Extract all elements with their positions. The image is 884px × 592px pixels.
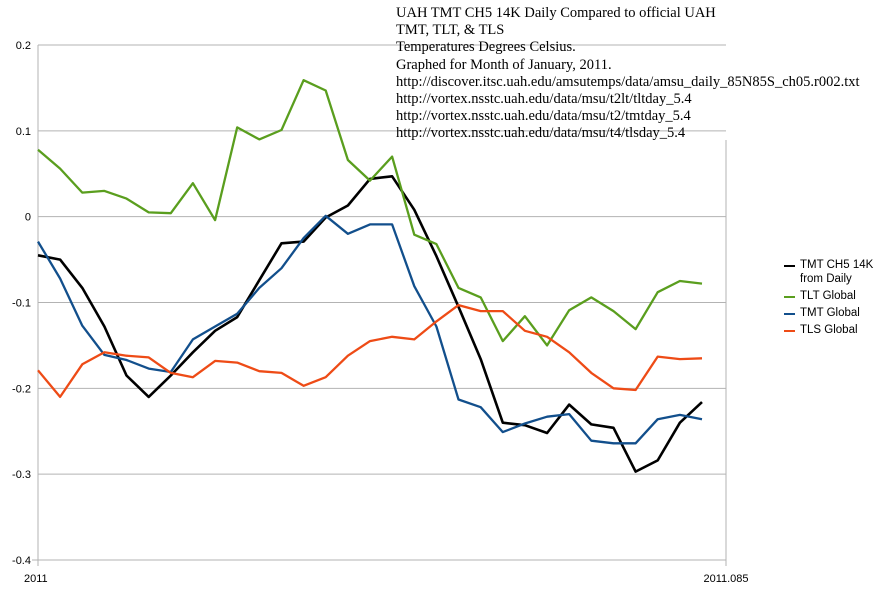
title-line-6: http://vortex.nsstc.uah.edu/data/msu/t2l… bbox=[396, 91, 692, 108]
legend-label-tmt-global: TMT Global bbox=[800, 307, 860, 319]
legend-swatch-tmt-ch5 bbox=[784, 265, 795, 267]
title-line-4: Graphed for Month of January, 2011. bbox=[396, 56, 612, 73]
legend-label-tls-global: TLS Global bbox=[800, 324, 858, 336]
x-tick-labels: 2011 2011.085 bbox=[24, 573, 749, 585]
title-line-7: http://vortex.nsstc.uah.edu/data/msu/t2/… bbox=[396, 108, 691, 125]
series-line-0 bbox=[37, 175, 703, 473]
title-line-8: http://vortex.nsstc.uah.edu/data/msu/t4/… bbox=[396, 125, 686, 142]
legend-item-tmt-global: TMT Global bbox=[784, 306, 884, 320]
series-line-3 bbox=[37, 303, 703, 399]
y-tick-label-6: -0.4 bbox=[12, 555, 31, 567]
legend-item-tlt-global: TLT Global bbox=[784, 289, 884, 303]
title-line-2: TMT, TLT, & TLS bbox=[396, 22, 505, 39]
y-tick-label-0: 0.2 bbox=[16, 40, 31, 52]
legend-swatch-tls-global bbox=[784, 330, 795, 332]
chart-title-block: UAH TMT CH5 14K Daily Compared to offici… bbox=[396, 5, 860, 143]
y-tick-labels: 0.2 0.1 0 -0.1 -0.2 -0.3 -0.4 bbox=[12, 40, 31, 567]
y-tick-label-2: 0 bbox=[25, 212, 31, 224]
y-tick-label-4: -0.2 bbox=[12, 383, 31, 395]
legend-label-tlt-global: TLT Global bbox=[800, 290, 856, 302]
axes bbox=[32, 45, 727, 566]
x-tick-label-1: 2011.085 bbox=[703, 573, 748, 585]
series-line-1 bbox=[37, 79, 703, 347]
legend-item-tls-global: TLS Global bbox=[784, 323, 884, 337]
legend-swatch-tlt-global bbox=[784, 296, 795, 298]
series-lines bbox=[37, 79, 703, 473]
y-tick-label-5: -0.3 bbox=[12, 469, 31, 481]
y-tick-label-1: 0.1 bbox=[16, 126, 31, 138]
title-line-5: http://discover.itsc.uah.edu/amsutemps/d… bbox=[396, 73, 860, 90]
title-line-1: UAH TMT CH5 14K Daily Compared to offici… bbox=[396, 5, 716, 21]
legend-label-tmt-ch5: TMT CH5 14K from Daily bbox=[800, 259, 874, 285]
y-tick-label-3: -0.1 bbox=[12, 298, 31, 310]
legend-item-tmt-ch5: TMT CH5 14K from Daily bbox=[784, 258, 884, 286]
x-tick-label-0: 2011 bbox=[24, 573, 48, 585]
legend: TMT CH5 14K from Daily TLT Global TMT Gl… bbox=[784, 258, 884, 340]
title-line-3: Temperatures Degrees Celsius. bbox=[396, 39, 576, 56]
legend-swatch-tmt-global bbox=[784, 313, 795, 315]
series-line-2 bbox=[37, 214, 703, 445]
